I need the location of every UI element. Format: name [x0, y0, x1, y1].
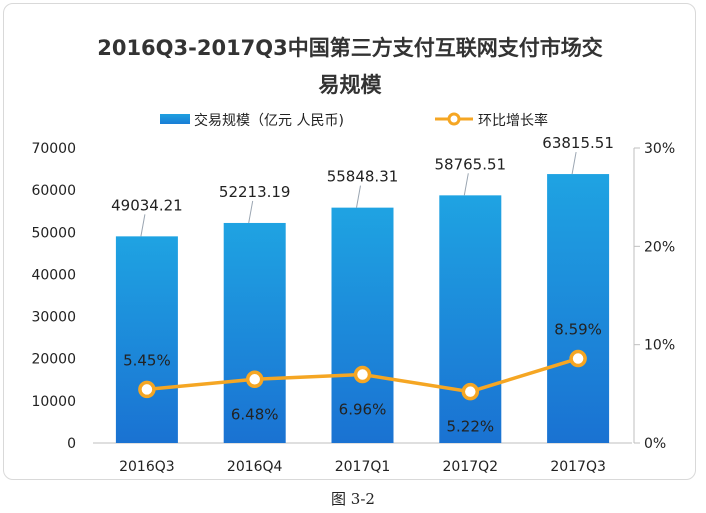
bar [223, 222, 286, 443]
bar-label-leader [356, 185, 361, 208]
bar-label-leader [463, 173, 469, 196]
y-tick-label: 10000 [31, 394, 76, 410]
y2-tick-label: 10% [644, 338, 675, 354]
legend-line-label: 环比增长率 [478, 113, 548, 129]
growth-rate-point [353, 365, 372, 384]
x-tick-label: 2016Q4 [227, 459, 283, 475]
growth-rate-label: 6.96% [339, 401, 387, 419]
y-tick-label: 40000 [31, 267, 76, 283]
growth-rate-point [245, 370, 264, 389]
bar-label-leader [140, 214, 146, 237]
figure-caption: 图 3-2 [331, 490, 375, 508]
bar [331, 207, 394, 443]
legend-bar-swatch [160, 114, 190, 124]
growth-rate-label: 6.48% [231, 405, 279, 423]
chart-plot: 0 10000 20000 30000 40000 50000 60000 70000 0% 10… [31, 134, 675, 475]
legend-line-swatch [435, 112, 473, 126]
y2-tick-label: 0% [644, 436, 666, 452]
y2-tick-label: 30% [644, 141, 675, 157]
y-tick-label: 70000 [31, 141, 76, 157]
bar-label-leader [571, 151, 577, 175]
bar [547, 174, 610, 443]
growth-rate-point [138, 380, 156, 399]
x-tick-label: 2017Q2 [443, 459, 499, 475]
y-tick-label: 30000 [31, 310, 76, 326]
x-tick-label: 2017Q3 [550, 459, 606, 475]
bar-value-label: 52213.19 [219, 183, 291, 201]
bar-value-label: 58765.51 [435, 155, 507, 173]
legend-bar-label: 交易规模（亿元 人民币) [194, 113, 344, 129]
bar-value-label: 55848.31 [327, 168, 399, 186]
y-tick-label: 50000 [31, 225, 76, 241]
bar-value-label: 49034.21 [111, 196, 183, 214]
growth-rate-point [569, 349, 587, 368]
bar-label-leader [248, 200, 254, 224]
growth-rate-label: 5.22% [446, 418, 494, 436]
bar [439, 195, 502, 443]
x-tick-label: 2016Q3 [119, 459, 175, 475]
growth-rate-point [461, 382, 480, 401]
y-tick-label: 0 [67, 436, 76, 452]
growth-rate-label: 8.59% [554, 321, 602, 339]
growth-rate-label: 5.45% [123, 351, 171, 369]
y2-tick-label: 20% [644, 239, 675, 255]
chart-title: 2016Q3-2017Q3中国第三方支付互联网支付市场交易规模 [97, 36, 603, 97]
bar-value-label: 63815.51 [542, 134, 614, 152]
bar [115, 236, 178, 443]
y-tick-label: 60000 [31, 183, 76, 199]
x-tick-label: 2017Q1 [335, 459, 391, 475]
y-tick-label: 20000 [31, 352, 76, 368]
